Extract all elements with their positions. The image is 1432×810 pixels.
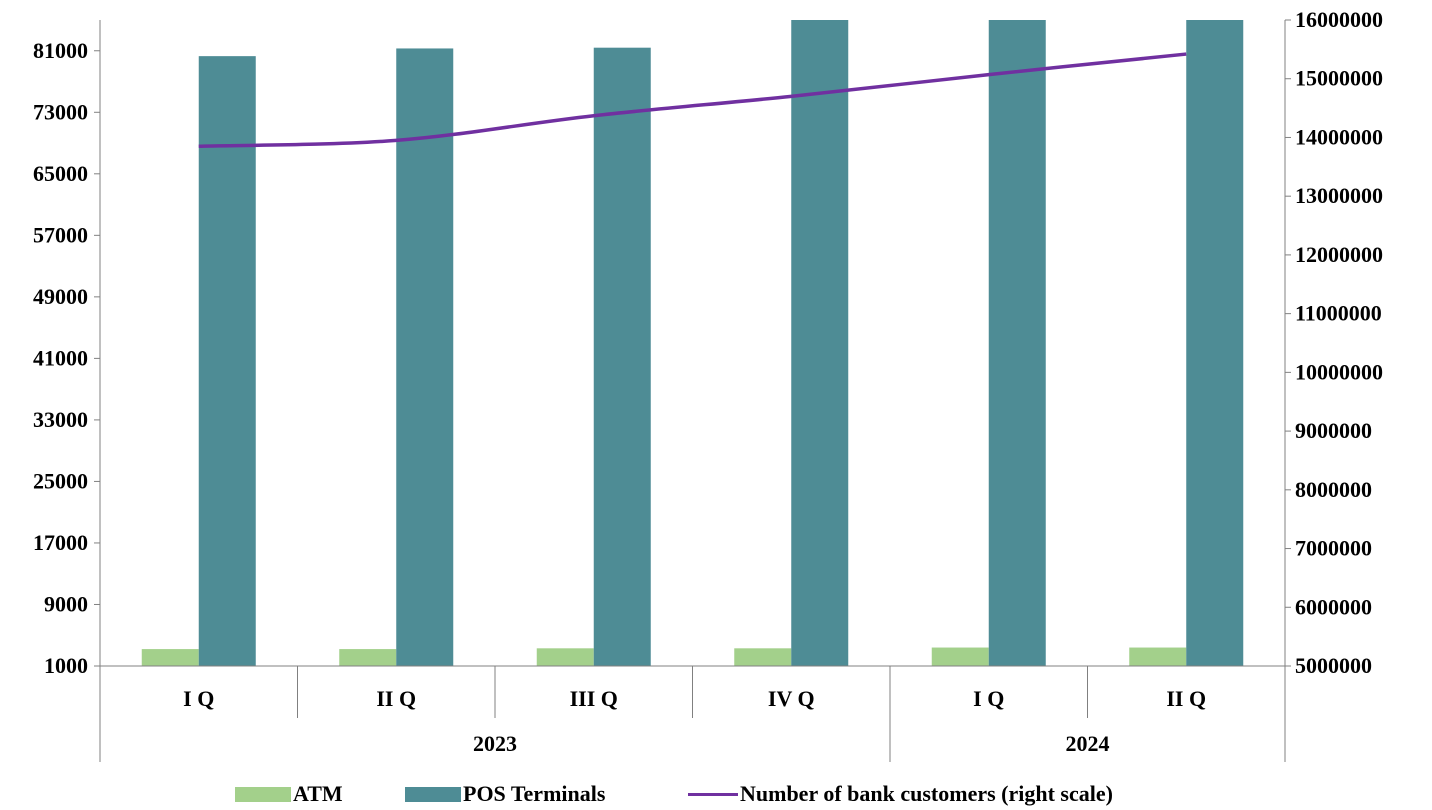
- atm-bar-5: [1129, 647, 1187, 666]
- group-label-2023: 2023: [473, 731, 517, 756]
- legend-item-pos: POS Terminals: [405, 778, 605, 810]
- right-axis-ticks: 5000000 6000000 7000000 8000000 9000000 10000…: [1285, 7, 1383, 678]
- customers-line: [198, 52, 1187, 149]
- legend-label-customers: Number of bank customers (right scale): [740, 781, 1113, 806]
- category-label-5: II Q: [1166, 686, 1206, 711]
- atm-bar-2: [536, 648, 594, 666]
- category-label-4: I Q: [973, 686, 1004, 711]
- group-label-2024: 2024: [1066, 731, 1110, 756]
- right-tick-label-0: 5000000: [1295, 653, 1372, 678]
- pos-bar-5: [1186, 20, 1244, 666]
- pos-bar-0: [198, 56, 256, 666]
- right-tick-label-11: 16000000: [1295, 7, 1383, 32]
- legend-swatch-pos: [405, 786, 461, 802]
- atm-bar-1: [339, 649, 397, 666]
- atm-bar-0: [141, 649, 199, 666]
- left-tick-label-3: 25000: [33, 468, 88, 493]
- left-tick-label-4: 33000: [33, 407, 88, 432]
- legend-item-atm: ATM: [235, 778, 343, 810]
- right-tick-label-5: 10000000: [1295, 359, 1383, 384]
- legend-label-atm: ATM: [293, 781, 343, 806]
- line-layer: [198, 52, 1187, 149]
- left-tick-label-1: 9000: [44, 591, 88, 616]
- atm-bar-3: [734, 648, 792, 666]
- category-label-0: I Q: [183, 686, 214, 711]
- legend-item-customers: Number of bank customers (right scale): [688, 778, 1113, 810]
- category-label-3: IV Q: [768, 686, 815, 711]
- legend-swatch-customers: [688, 792, 738, 796]
- left-tick-label-2: 17000: [33, 530, 88, 555]
- left-tick-label-8: 65000: [33, 161, 88, 186]
- legend-label-pos: POS Terminals: [463, 781, 606, 806]
- left-tick-label-9: 73000: [33, 99, 88, 124]
- axes-layer: [99, 20, 1286, 762]
- left-tick-label-10: 81000: [33, 38, 88, 63]
- right-tick-label-10: 15000000: [1295, 66, 1383, 91]
- combo-chart: 1000 9000 17000 25000 33000 41000 49000 57000 65…: [33, 7, 1383, 762]
- pos-bar-3: [791, 20, 849, 666]
- left-tick-label-0: 1000: [44, 653, 88, 678]
- left-tick-label-6: 49000: [33, 284, 88, 309]
- left-axis-ticks: 1000 9000 17000 25000 33000 41000 49000 57000 65…: [33, 38, 100, 678]
- right-tick-label-1: 6000000: [1295, 594, 1372, 619]
- category-label-2: III Q: [570, 686, 618, 711]
- bars-layer: [141, 20, 1244, 666]
- right-tick-label-9: 14000000: [1295, 124, 1383, 149]
- right-tick-label-3: 8000000: [1295, 477, 1372, 502]
- pos-bar-2: [593, 47, 651, 666]
- atm-bar-4: [931, 647, 989, 666]
- category-label-1: II Q: [376, 686, 416, 711]
- group-labels: 2023 2024: [473, 731, 1110, 756]
- pos-bar-4: [988, 20, 1046, 666]
- pos-bar-1: [396, 48, 454, 666]
- right-tick-label-2: 7000000: [1295, 536, 1372, 561]
- right-tick-label-7: 12000000: [1295, 242, 1383, 267]
- left-tick-label-5: 41000: [33, 345, 88, 370]
- legend-swatch-atm: [235, 786, 291, 802]
- left-tick-label-7: 57000: [33, 222, 88, 247]
- right-tick-label-6: 11000000: [1295, 301, 1382, 326]
- right-tick-label-4: 9000000: [1295, 418, 1372, 443]
- right-tick-label-8: 13000000: [1295, 183, 1383, 208]
- legend: ATM POS Terminals Number of bank custome…: [0, 778, 1432, 810]
- category-labels: I Q II Q III Q IV Q I Q II Q: [183, 686, 1206, 711]
